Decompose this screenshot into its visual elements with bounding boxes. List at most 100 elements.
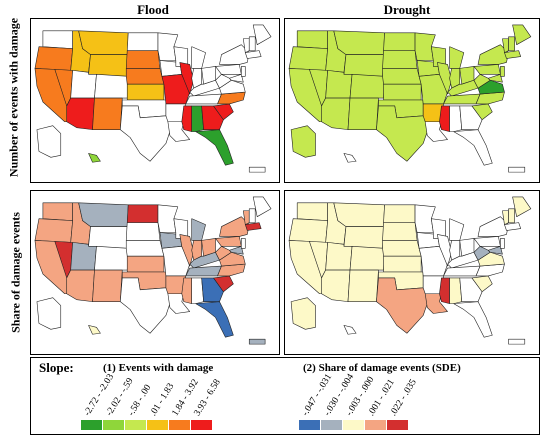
- map-flood-events: [30, 18, 280, 183]
- state-pr: [508, 338, 526, 345]
- state-fl: [195, 129, 234, 166]
- state-sd: [125, 50, 161, 69]
- state-nc: [217, 263, 246, 277]
- state-nm: [92, 269, 123, 302]
- legend-bin: -.003 - .000: [343, 375, 376, 430]
- legend-bin: -.58 - .00: [125, 378, 153, 430]
- state-ks: [383, 83, 422, 101]
- state-wy: [343, 226, 384, 249]
- state-nc: [475, 91, 505, 105]
- state-ma: [504, 50, 522, 59]
- state-ma: [244, 50, 262, 59]
- state-sd: [125, 222, 161, 241]
- state-nm: [347, 97, 379, 130]
- state-ut: [325, 242, 353, 271]
- legend-bin: 3.93 - 6.58: [191, 378, 223, 430]
- state-nh: [508, 208, 515, 223]
- state-nd: [126, 32, 159, 51]
- state-sc: [213, 275, 234, 293]
- state-nj: [241, 238, 246, 249]
- state-ms: [181, 277, 193, 304]
- state-wa: [42, 202, 73, 221]
- state-ga: [459, 105, 483, 130]
- state-pr: [248, 338, 266, 345]
- legend-swatch: [321, 420, 343, 430]
- map-drought-events: [284, 18, 540, 183]
- state-ks: [126, 255, 165, 273]
- state-ut: [70, 242, 97, 271]
- state-sd: [382, 50, 418, 69]
- state-ma: [244, 222, 262, 231]
- state-ma: [504, 222, 522, 231]
- state-ms: [439, 277, 450, 304]
- state-ne: [382, 68, 422, 85]
- legend-bin: -2.02 - -.59: [103, 376, 136, 430]
- state-co: [349, 246, 385, 271]
- state-ky: [189, 251, 220, 269]
- state-ga: [201, 105, 224, 130]
- state-hi: [343, 325, 357, 335]
- legend-title: Slope:: [39, 360, 74, 375]
- state-fl: [453, 301, 493, 338]
- state-ny: [477, 216, 509, 237]
- legend-swatch: [103, 420, 125, 430]
- state-nh: [248, 36, 256, 51]
- legend-bin: .001 - .021: [365, 378, 397, 430]
- state-co: [94, 74, 129, 99]
- map-drought-share: [284, 190, 540, 355]
- state-ak: [290, 297, 316, 330]
- state-nc: [475, 263, 505, 277]
- state-mi: [449, 218, 465, 241]
- state-co: [349, 74, 385, 99]
- state-pa: [215, 236, 242, 247]
- state-ak: [36, 297, 62, 330]
- state-ne: [125, 68, 165, 85]
- state-sc: [471, 275, 493, 293]
- map-flood-share: [30, 190, 280, 355]
- state-pa: [215, 64, 242, 75]
- state-ky: [189, 79, 220, 97]
- legend-swatch: [81, 420, 103, 430]
- state-or: [288, 218, 328, 243]
- state-wy: [88, 54, 128, 77]
- legend-bin: .022 - .035: [387, 378, 419, 430]
- state-mt: [333, 30, 385, 55]
- state-pr: [248, 166, 266, 173]
- state-az: [321, 269, 351, 302]
- state-ut: [70, 70, 97, 99]
- legend-events-bins: -2.72 - -2.03 -2.02 - -.59 -.58 - .00.01 -…: [81, 372, 223, 430]
- state-md: [487, 74, 503, 83]
- state-mt: [78, 30, 129, 55]
- row-title-share: Share of damage events: [8, 212, 23, 333]
- state-md: [229, 246, 244, 255]
- state-ks: [383, 255, 422, 273]
- legend-swatch: [343, 420, 365, 430]
- state-pa: [473, 64, 501, 75]
- state-nd: [383, 204, 416, 223]
- state-hi: [88, 153, 101, 163]
- us-map-flood-events: [34, 24, 272, 173]
- state-wa: [42, 30, 73, 49]
- state-or: [34, 218, 73, 243]
- row-title-events: Number of events with damage: [6, 17, 21, 178]
- state-tn: [185, 93, 222, 105]
- column-title-drought: Drought: [383, 2, 431, 17]
- state-il: [437, 62, 452, 95]
- state-nm: [92, 97, 123, 130]
- state-ak: [36, 125, 62, 158]
- state-nc: [217, 91, 246, 105]
- state-az: [66, 97, 95, 130]
- state-nm: [347, 269, 379, 302]
- legend-swatch: [147, 420, 169, 430]
- legend-bin: -.030 - -.004: [321, 372, 356, 430]
- us-map-drought-events: [288, 24, 532, 173]
- state-sc: [213, 103, 234, 121]
- state-md: [229, 74, 244, 83]
- state-ky: [447, 79, 479, 97]
- us-map-drought-share: [288, 196, 532, 345]
- state-mt: [78, 202, 129, 227]
- legend: Slope: (1) Events with damage (2) Share …: [30, 357, 540, 435]
- state-nj: [241, 66, 246, 77]
- state-ms: [181, 105, 193, 132]
- legend-share-bins: -.047 - -.031 -.030 - -.004 -.003 - .000.0…: [299, 372, 419, 430]
